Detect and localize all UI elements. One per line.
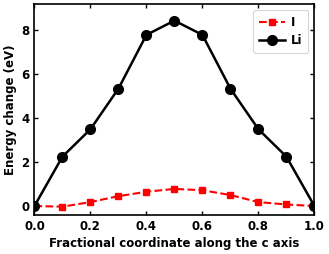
I — [256, 201, 260, 204]
Li — [33, 204, 37, 208]
Li — [61, 155, 64, 158]
Li — [313, 204, 316, 208]
I — [144, 190, 148, 193]
Y-axis label: Energy change (eV): Energy change (eV) — [4, 44, 17, 175]
Line: I: I — [31, 185, 318, 210]
I — [61, 205, 64, 208]
I — [89, 201, 92, 204]
Legend: I, Li: I, Li — [253, 10, 309, 53]
I — [200, 189, 204, 192]
Li — [200, 33, 204, 36]
I — [228, 194, 232, 197]
Line: Li: Li — [30, 16, 319, 211]
Li — [256, 128, 260, 131]
I — [116, 195, 120, 198]
I — [33, 204, 37, 208]
Li — [89, 128, 92, 131]
I — [313, 204, 316, 208]
Li — [172, 19, 176, 22]
I — [285, 203, 289, 206]
X-axis label: Fractional coordinate along the c axis: Fractional coordinate along the c axis — [49, 237, 300, 250]
Li — [285, 155, 289, 158]
Li — [228, 87, 232, 90]
Li — [144, 33, 148, 36]
Li — [116, 87, 120, 90]
I — [172, 187, 176, 190]
